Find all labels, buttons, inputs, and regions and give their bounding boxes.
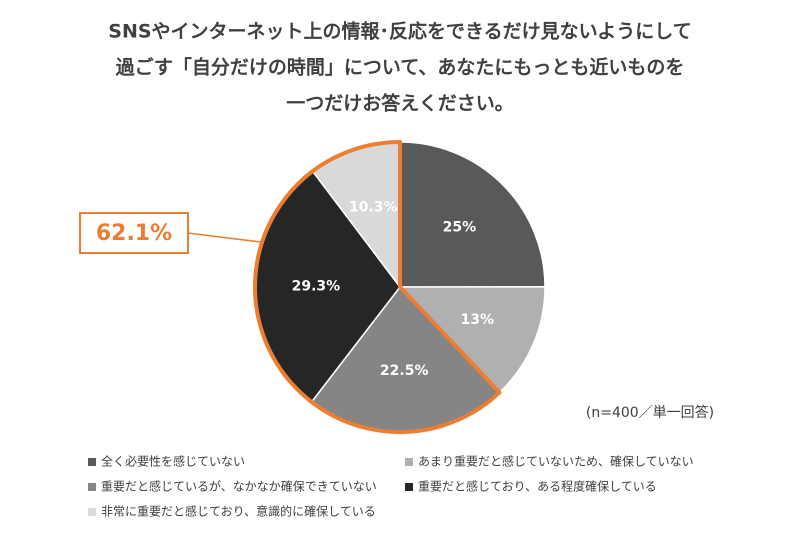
legend-label: 重要だと感じているが、なかなか確保できていない: [101, 479, 377, 494]
legend-label: 非常に重要だと感じており、意識的に確保している: [101, 504, 376, 519]
annotation: 62.1%: [96, 221, 172, 246]
legend-label: あまり重要だと感じていないため、確保していない: [418, 454, 694, 469]
chart-title: 過ごす「自分だけの時間」について、あなたにもっとも近いものを: [116, 56, 685, 79]
legend-swatch: [88, 508, 96, 516]
legend-swatch: [405, 458, 413, 466]
chart-title: SNSやインターネット上の情報･反応をできるだけ見ないようにして: [108, 20, 691, 43]
value-label: 25%: [443, 219, 477, 235]
pie-slice: [398, 286, 546, 394]
legend-swatch: [405, 483, 413, 491]
legend-label: 重要だと感じており、ある程度確保している: [418, 479, 657, 494]
legend-swatch: [88, 458, 96, 466]
chart-title: 一つだけお答えください。: [286, 92, 513, 115]
highlight-outline: [253, 140, 502, 434]
legend-swatch: [88, 483, 96, 491]
value-label: 10.3%: [349, 199, 398, 215]
value-label: 22.5%: [380, 363, 429, 379]
leader-line: [187, 232, 263, 243]
note: (n=400／単一回答): [586, 404, 714, 421]
pie-slice: [399, 141, 546, 288]
value-label: 13%: [460, 312, 494, 328]
annotation-box: [79, 212, 189, 254]
legend-label: 全く必要性を感じていない: [101, 454, 245, 469]
value-label: 29.3%: [292, 279, 341, 295]
